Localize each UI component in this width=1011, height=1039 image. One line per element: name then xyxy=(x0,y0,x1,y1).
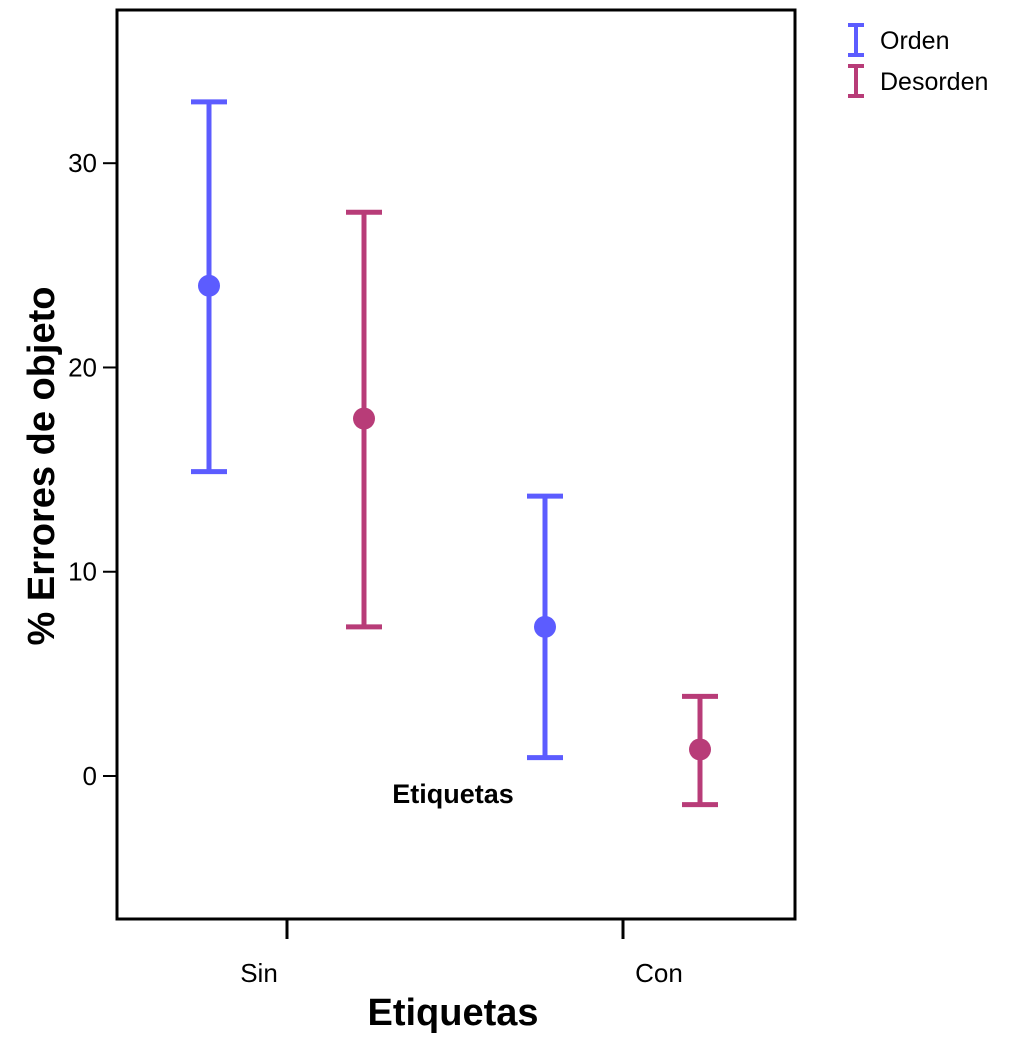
y-tick-label: 20 xyxy=(68,352,97,382)
y-tick-label: 30 xyxy=(68,148,97,178)
mean-point xyxy=(689,738,711,761)
legend-item-orden: Orden xyxy=(848,23,949,57)
error-bar-desorden-con xyxy=(682,693,718,808)
error-bar-marks xyxy=(191,99,718,808)
y-axis-title: % Errores de objeto xyxy=(21,287,63,646)
error-bar-desorden-sin xyxy=(346,209,382,630)
x-axis-title: Etiquetas xyxy=(367,992,538,1034)
plot-annotation: Etiquetas xyxy=(392,779,514,809)
y-axis-ticks: 0 10 20 30 xyxy=(68,148,117,791)
x-tick-label: Con xyxy=(635,958,683,988)
legend-label: Desorden xyxy=(880,68,988,96)
y-tick-label: 10 xyxy=(68,557,97,587)
x-tick-label: Sin xyxy=(240,958,278,988)
plot-area-frame xyxy=(115,8,797,921)
y-tick-label: 0 xyxy=(83,761,97,791)
legend-errorbar-icon xyxy=(848,23,864,57)
error-bar-orden-sin xyxy=(191,99,227,475)
x-axis-ticks: Sin Con xyxy=(240,919,683,988)
legend-errorbar-icon xyxy=(848,64,864,98)
mean-point xyxy=(353,407,375,430)
error-bar-orden-con xyxy=(527,493,563,761)
legend-label: Orden xyxy=(880,27,949,55)
mean-point xyxy=(198,274,220,297)
legend: Orden Desorden xyxy=(848,23,988,98)
legend-item-desorden: Desorden xyxy=(848,64,988,98)
mean-point xyxy=(534,615,556,638)
